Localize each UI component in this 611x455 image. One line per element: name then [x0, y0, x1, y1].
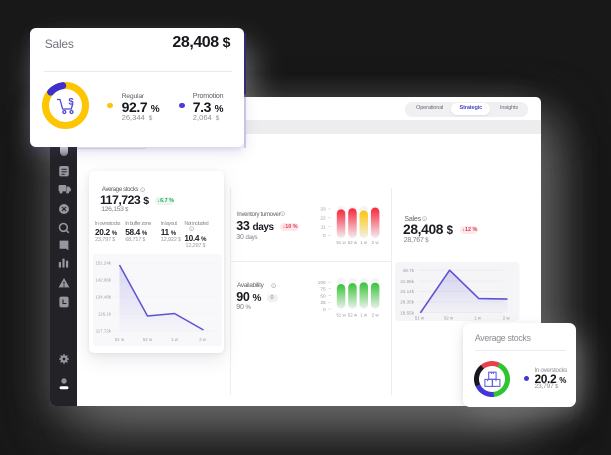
svg-text:49.7k: 49.7k — [403, 268, 415, 273]
svg-text:1 w: 1 w — [171, 337, 179, 342]
svg-text:$: $ — [68, 96, 74, 107]
svg-text:0: 0 — [323, 307, 326, 313]
svg-text:26.35k: 26.35k — [400, 300, 414, 305]
svg-text:117.72k: 117.72k — [95, 329, 111, 334]
svg-text:2 w: 2 w — [503, 316, 511, 321]
svg-text:1 w: 1 w — [360, 240, 368, 245]
svg-text:50: 50 — [320, 293, 326, 299]
svg-text:2 w: 2 w — [372, 313, 380, 318]
svg-text:2 w: 2 w — [372, 240, 380, 245]
svg-text:52 w: 52 w — [444, 316, 454, 321]
svg-text:52 w: 52 w — [348, 313, 358, 318]
svg-text:51 w: 51 w — [114, 337, 124, 342]
svg-text:151.24k: 151.24k — [95, 261, 111, 266]
svg-text:34.14k: 34.14k — [400, 289, 414, 294]
svg-text:142.06k: 142.06k — [95, 278, 111, 283]
svg-text:0: 0 — [323, 233, 326, 239]
svg-text:52 w: 52 w — [142, 337, 152, 342]
svg-text:33: 33 — [320, 207, 326, 213]
svg-text:18.55k: 18.55k — [400, 310, 414, 315]
svg-text:2 w: 2 w — [199, 337, 207, 342]
svg-text:25: 25 — [320, 300, 326, 306]
svg-text:134.48k: 134.48k — [95, 295, 111, 300]
svg-text:1 w: 1 w — [360, 313, 368, 318]
svg-text:22: 22 — [320, 215, 326, 221]
svg-text:51 w: 51 w — [336, 240, 346, 245]
svg-text:75: 75 — [320, 287, 326, 293]
svg-text:52 w: 52 w — [348, 240, 358, 245]
svg-text:51 w: 51 w — [415, 316, 425, 321]
svg-text:51 w: 51 w — [336, 313, 346, 318]
svg-text:100: 100 — [318, 280, 326, 286]
svg-text:1 w: 1 w — [474, 316, 482, 321]
svg-text:126.1k: 126.1k — [97, 312, 111, 317]
svg-text:11: 11 — [321, 224, 326, 230]
svg-text:41.96k: 41.96k — [400, 279, 414, 284]
